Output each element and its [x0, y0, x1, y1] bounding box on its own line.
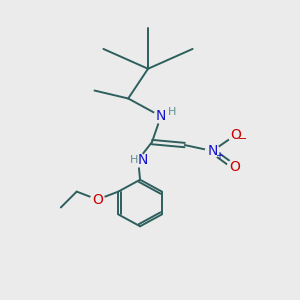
Text: H: H: [168, 107, 176, 117]
Text: N: N: [156, 109, 166, 123]
Text: O: O: [230, 128, 241, 142]
Text: O: O: [229, 160, 240, 174]
Text: −: −: [238, 134, 247, 144]
Text: H: H: [130, 155, 138, 165]
Circle shape: [206, 144, 219, 158]
Circle shape: [228, 128, 242, 142]
Circle shape: [227, 160, 241, 174]
Circle shape: [91, 193, 104, 206]
Text: +: +: [215, 151, 223, 161]
Text: N: N: [207, 144, 218, 158]
Text: N: N: [138, 153, 148, 167]
Circle shape: [154, 110, 168, 123]
Text: O: O: [92, 193, 103, 206]
Circle shape: [131, 153, 145, 167]
